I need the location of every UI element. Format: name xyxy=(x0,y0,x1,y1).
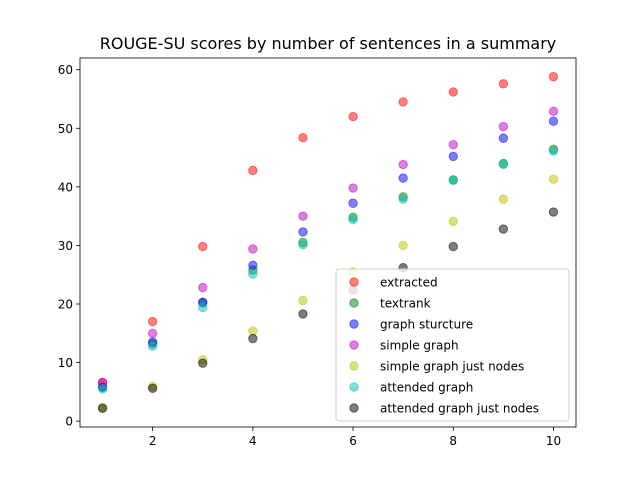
data-point-attended-graph-just-nodes xyxy=(198,358,208,368)
data-point-attended-graph xyxy=(147,341,158,351)
legend-label-extracted: extracted xyxy=(380,276,438,290)
legend: extracted textrank graph sturcture simple g… xyxy=(335,268,570,422)
data-point-simple-graph-just-nodes xyxy=(398,240,408,251)
data-point-graph-sturcture xyxy=(498,133,509,143)
y-tick-label: 10 xyxy=(58,356,73,370)
data-point-attended-graph xyxy=(248,269,258,279)
data-point-attended-graph-just-nodes xyxy=(548,207,559,217)
data-point-extracted xyxy=(298,132,308,143)
data-point-extracted xyxy=(198,241,208,252)
legend-marker-simple-graph xyxy=(349,340,359,350)
data-point-simple-graph xyxy=(448,139,458,150)
x-tick-label: 6 xyxy=(349,434,357,448)
axes: 2 4 6 8 10 0 10 20 30 40 50 60 xyxy=(58,57,577,448)
y-tick-label: 60 xyxy=(58,63,73,77)
legend-label-textrank: textrank xyxy=(380,297,431,311)
y-tick-label: 50 xyxy=(58,122,73,136)
legend-marker-extracted xyxy=(349,277,359,287)
y-tick-label: 40 xyxy=(58,180,73,194)
data-point-simple-graph-just-nodes xyxy=(448,216,458,227)
legend-marker-graph-sturcture xyxy=(349,319,359,329)
data-point-graph-sturcture xyxy=(248,260,258,271)
data-point-extracted xyxy=(398,97,408,107)
data-point-simple-graph-just-nodes xyxy=(298,295,308,306)
data-point-attended-graph-just-nodes xyxy=(448,241,458,252)
data-point-simple-graph xyxy=(147,328,158,338)
data-point-attended-graph xyxy=(398,194,408,204)
data-point-simple-graph xyxy=(198,282,208,293)
chart-title: ROUGE-SU scores by number of sentences i… xyxy=(100,34,557,53)
data-point-simple-graph-just-nodes xyxy=(498,194,509,204)
data-point-extracted xyxy=(498,79,509,89)
data-point-simple-graph xyxy=(248,244,258,254)
plot-frame xyxy=(79,57,577,428)
x-tick-label: 2 xyxy=(149,434,157,448)
data-point-extracted xyxy=(348,111,358,122)
data-point-simple-graph xyxy=(548,106,559,117)
x-tick-label: 8 xyxy=(449,434,457,448)
data-point-simple-graph xyxy=(298,211,308,221)
data-point-attended-graph-just-nodes xyxy=(248,333,258,344)
data-point-simple-graph xyxy=(498,121,509,132)
legend-label-attended-graph: attended graph xyxy=(380,381,473,395)
data-point-attended-graph xyxy=(498,159,509,170)
series-extracted xyxy=(97,72,559,388)
data-point-graph-sturcture xyxy=(348,198,358,208)
data-point-graph-sturcture xyxy=(548,116,559,126)
legend-marker-simple-graph-just-nodes xyxy=(349,361,359,371)
x-tick-label: 4 xyxy=(249,434,257,448)
data-point-extracted xyxy=(248,165,258,176)
data-point-graph-sturcture xyxy=(448,151,458,162)
data-point-extracted xyxy=(147,316,158,327)
data-point-graph-sturcture xyxy=(398,173,408,183)
series-attended-graph xyxy=(97,146,559,394)
x-tick-label: 10 xyxy=(546,434,561,448)
legend-marker-attended-graph-just-nodes xyxy=(349,403,359,413)
data-point-attended-graph-just-nodes xyxy=(147,383,158,394)
data-point-attended-graph xyxy=(198,302,208,313)
data-point-simple-graph-just-nodes xyxy=(548,174,559,184)
legend-marker-attended-graph xyxy=(349,382,359,392)
legend-marker-textrank xyxy=(349,298,359,308)
series-simple-graph xyxy=(97,106,559,388)
data-point-attended-graph xyxy=(97,384,108,394)
data-point-attended-graph-just-nodes xyxy=(298,309,308,319)
legend-label-simple-graph-just-nodes: simple graph just nodes xyxy=(380,360,524,374)
y-tick-label: 30 xyxy=(58,239,73,253)
data-point-attended-graph-just-nodes xyxy=(498,224,509,234)
data-point-extracted xyxy=(548,72,559,82)
legend-label-simple-graph: simple graph xyxy=(380,339,459,353)
data-point-simple-graph xyxy=(348,183,358,193)
data-point-attended-graph xyxy=(348,214,358,225)
legend-label-graph-sturcture: graph sturcture xyxy=(380,318,473,332)
data-point-simple-graph xyxy=(398,159,408,170)
y-tick-label: 0 xyxy=(65,415,73,429)
data-point-extracted xyxy=(448,87,458,97)
y-tick-label: 20 xyxy=(58,298,73,312)
data-point-attended-graph xyxy=(548,146,559,156)
data-point-graph-sturcture xyxy=(298,227,308,237)
legend-label-attended-graph-just-nodes: attended graph just nodes xyxy=(380,402,539,416)
data-point-attended-graph xyxy=(448,175,458,186)
data-point-attended-graph-just-nodes xyxy=(97,403,108,413)
data-point-attended-graph xyxy=(298,240,308,250)
legend-box xyxy=(335,268,570,422)
